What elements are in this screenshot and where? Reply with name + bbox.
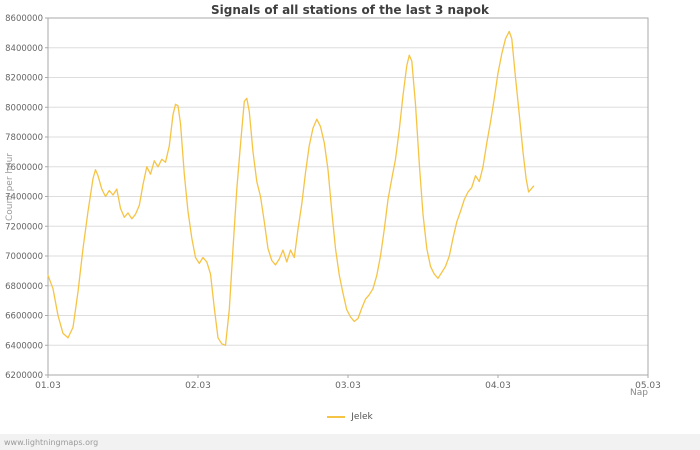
plot-frame <box>47 17 649 376</box>
x-axis-label: Nap <box>630 388 648 398</box>
y-tick-label: 6800000 <box>5 282 43 292</box>
y-tick-label: 7400000 <box>5 193 43 203</box>
y-tick-label: 8200000 <box>5 74 43 84</box>
x-tick-label: 04.03 <box>485 381 511 391</box>
watermark-text: www.lightningmaps.org <box>4 437 99 447</box>
y-tick-label: 6600000 <box>5 312 43 322</box>
legend-series-label: Jelek <box>351 412 373 422</box>
y-tick-label: 7000000 <box>5 252 43 262</box>
x-tick-label: 03.03 <box>335 381 361 391</box>
y-tick-label: 8000000 <box>5 103 43 113</box>
y-axis-label: Count per hour <box>5 153 15 222</box>
y-tick-label: 8600000 <box>5 14 43 24</box>
footer-bar: www.lightningmaps.org <box>0 434 700 450</box>
y-tick-label: 6400000 <box>5 341 43 351</box>
y-tick-label: 6200000 <box>5 371 43 381</box>
y-tick-label: 7600000 <box>5 163 43 173</box>
y-tick-label: 7800000 <box>5 133 43 143</box>
x-tick-label: 01.03 <box>35 381 61 391</box>
legend: Jelek <box>0 412 700 422</box>
x-tick-label: 02.03 <box>185 381 211 391</box>
y-tick-label: 7200000 <box>5 222 43 232</box>
series-line-jelek <box>47 30 535 346</box>
legend-line-swatch <box>327 416 346 418</box>
chart-title: Signals of all stations of the last 3 na… <box>211 3 489 17</box>
plot-area: 6200000 6400000 6600000 6800000 7000000 72000… <box>5 14 661 391</box>
y-tick-label: 8400000 <box>5 44 43 54</box>
x-tick-label: 05.03 <box>635 381 661 391</box>
